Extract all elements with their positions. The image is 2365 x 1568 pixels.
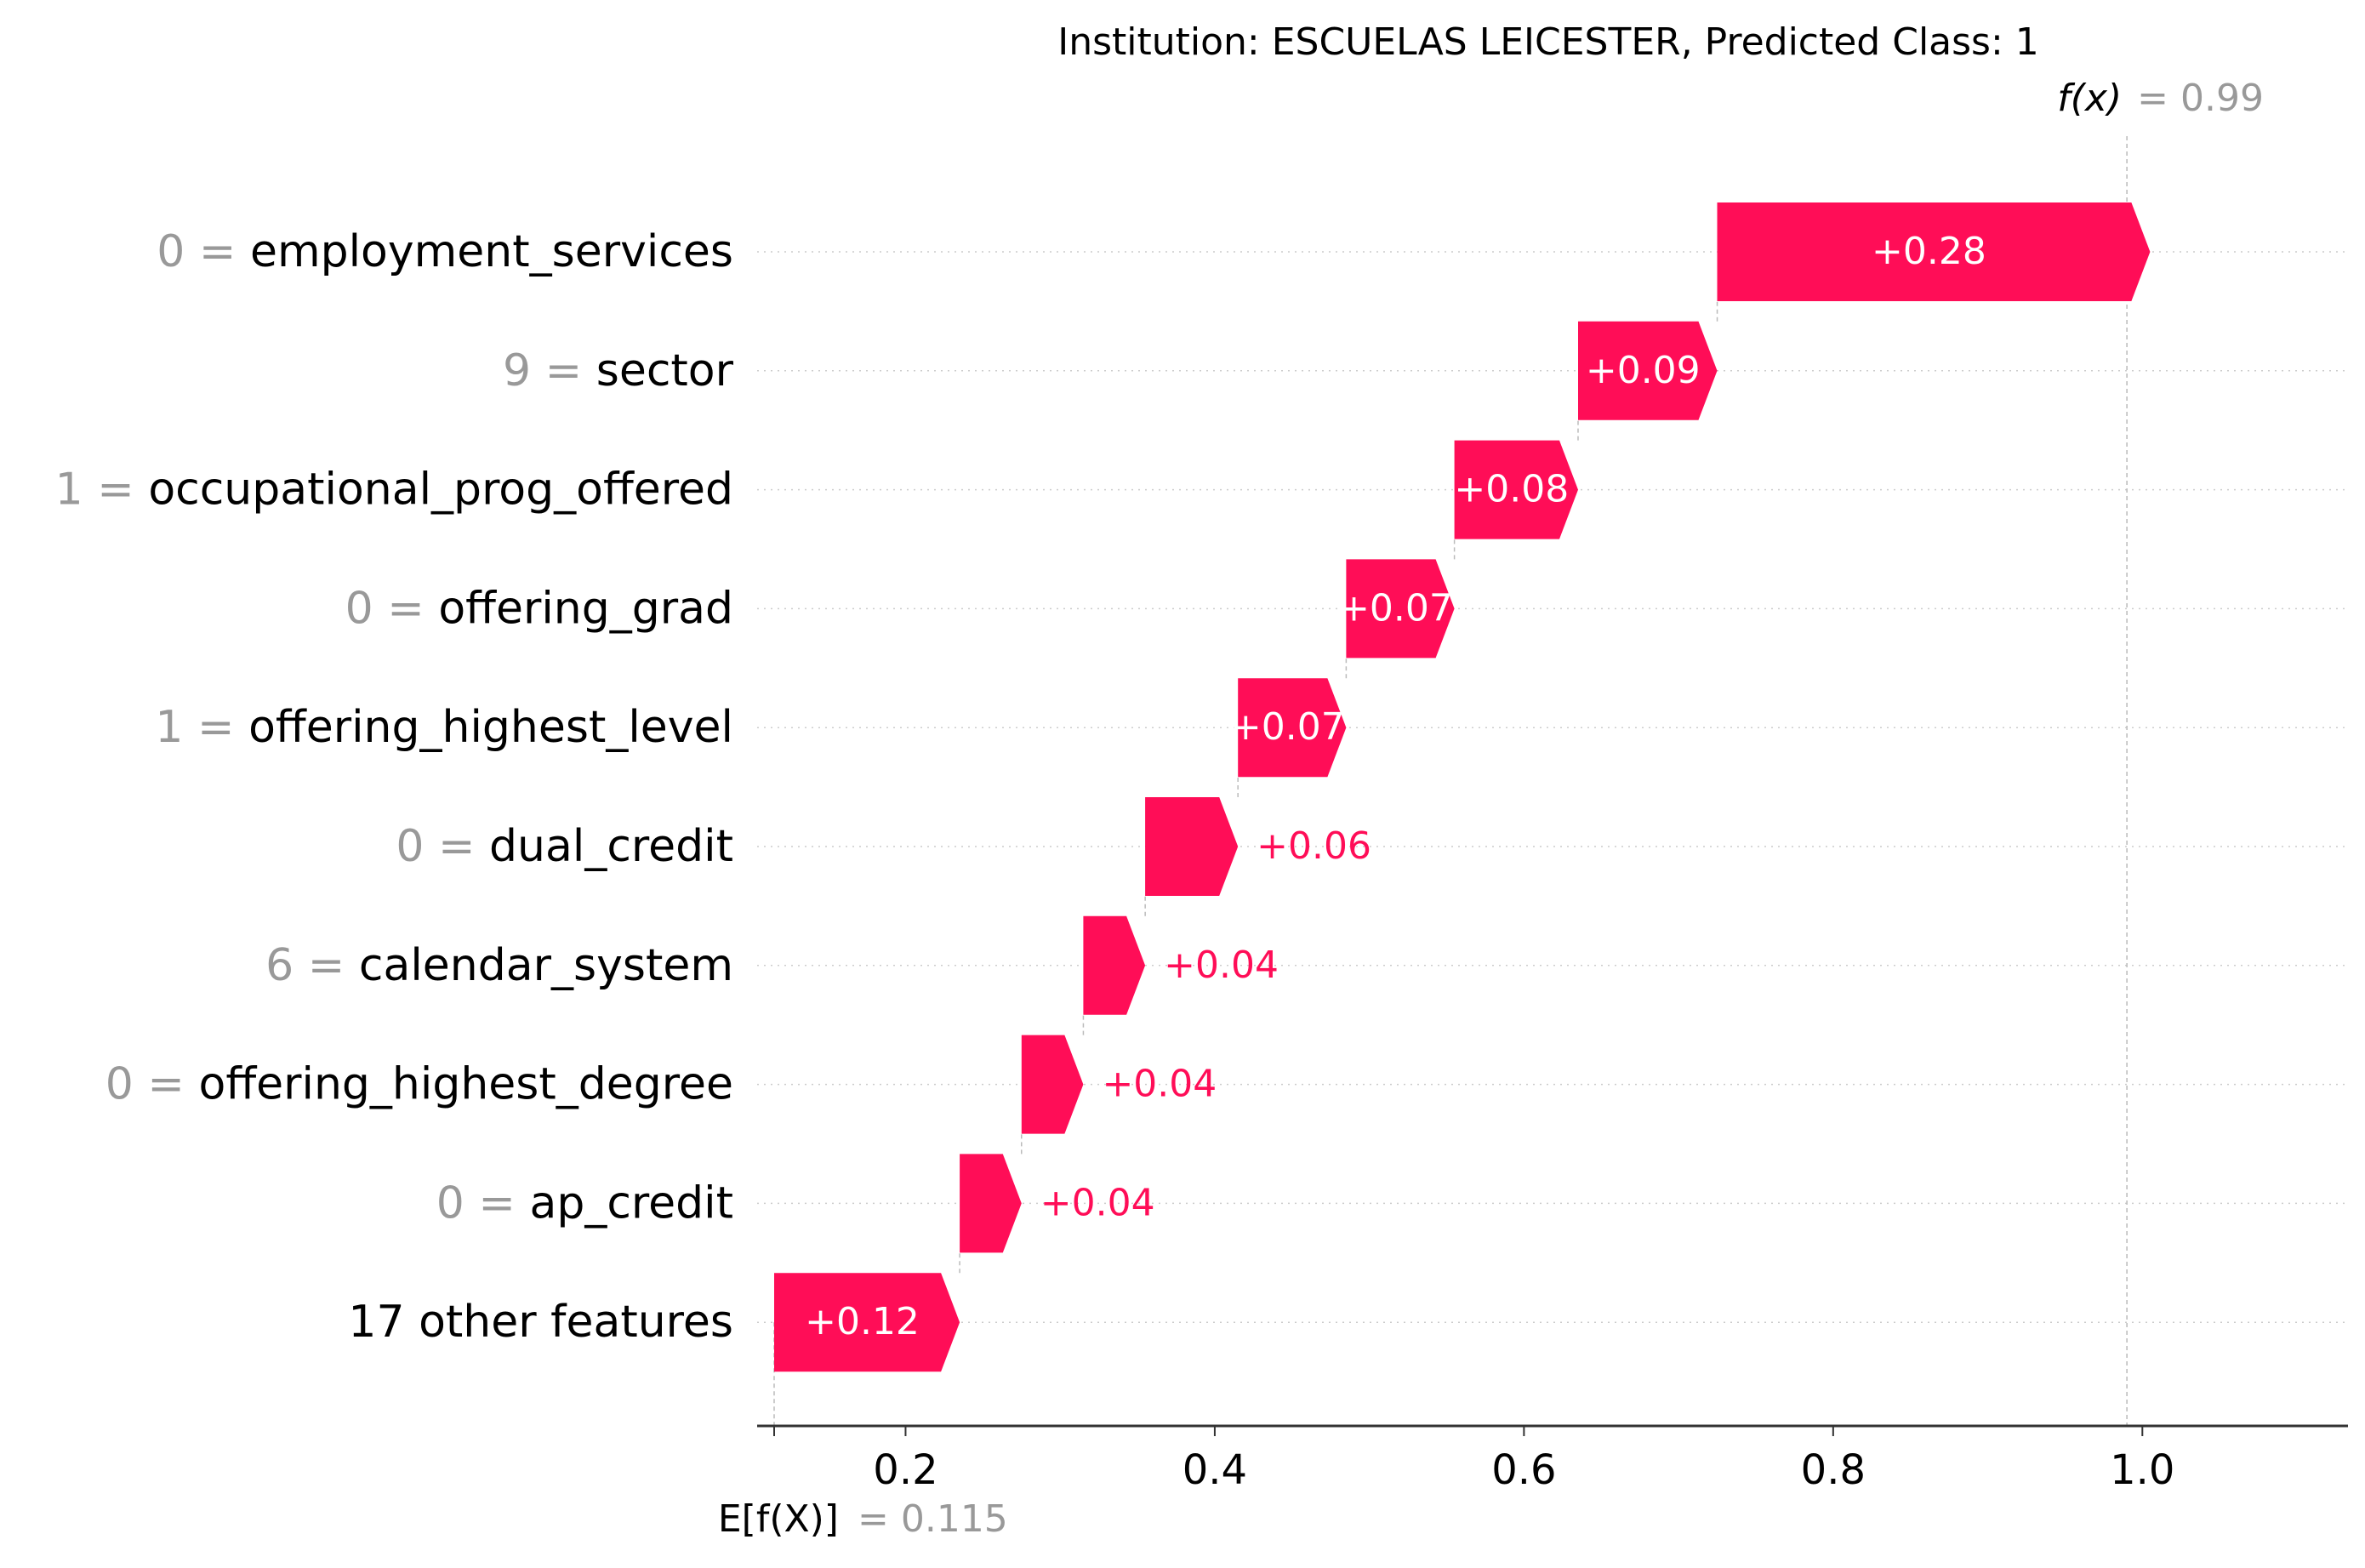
output-value: = 0.99	[2137, 77, 2264, 120]
bar-value-label: +0.28	[1872, 230, 1986, 273]
feature-value: 1 =	[55, 465, 149, 516]
feature-name: dual_credit	[489, 821, 733, 872]
feature-value: 9 =	[503, 345, 596, 396]
feature-name: sector	[596, 345, 734, 396]
bar-sector	[1578, 321, 1718, 420]
feature-label: 0 = ap_credit	[436, 1177, 733, 1229]
feature-name: 17 other features	[348, 1297, 733, 1348]
feature-label: 0 = offering_highest_degree	[105, 1059, 733, 1110]
bar-value-label: +0.04	[1164, 944, 1279, 987]
feature-name: occupational_prog_offered	[148, 465, 733, 516]
bar-offering-highest-level	[1238, 678, 1347, 778]
x-axis: 0.2 0.4 0.6 0.8 1.0	[757, 1424, 2348, 1494]
feature-label: 0 = offering_grad	[345, 583, 733, 634]
bar-value-label: +0.07	[1338, 586, 1453, 630]
bar-value-label: +0.08	[1454, 468, 1569, 511]
x-tick-label: 1.0	[2110, 1446, 2174, 1494]
feature-value: 0 =	[345, 583, 439, 634]
bar-value-label: +0.06	[1257, 824, 1371, 868]
feature-label: 9 = sector	[503, 345, 734, 396]
feature-label: 6 = calendar_system	[265, 940, 733, 991]
bar-occupational-prog-offered	[1454, 440, 1578, 539]
feature-name: offering_grad	[438, 583, 733, 634]
x-tick-label: 0.8	[1801, 1446, 1866, 1494]
feature-value: 0 =	[105, 1059, 199, 1110]
feature-value: 1 =	[155, 702, 248, 753]
feature-value: 0 =	[157, 226, 250, 277]
x-tick-label: 0.6	[1491, 1446, 1556, 1494]
feature-name: employment_services	[250, 226, 733, 277]
bar-value-label: +0.04	[1040, 1181, 1155, 1224]
bar-value-label: +0.12	[805, 1300, 920, 1343]
base-value-annotation: E[f(X)] = 0.115	[718, 1497, 1008, 1541]
bar-employment-services	[1717, 202, 2151, 301]
bar-value-label: +0.07	[1230, 705, 1345, 749]
feature-value: 6 =	[265, 940, 359, 991]
bar-ap-credit	[960, 1154, 1022, 1253]
output-label: f(x)	[2057, 77, 2122, 120]
feature-name: offering_highest_level	[248, 702, 733, 753]
bar-value-label: +0.04	[1102, 1063, 1217, 1106]
feature-label: 1 = occupational_prog_offered	[55, 465, 733, 516]
feature-label: 0 = dual_credit	[396, 821, 733, 872]
output-value-annotation: f(x) = 0.99	[2057, 77, 2264, 120]
feature-value: 0 =	[396, 821, 489, 872]
x-tick-label: 0.4	[1182, 1446, 1247, 1494]
bar-calendar-system	[1083, 915, 1146, 1015]
feature-label: 0 = employment_services	[157, 226, 733, 277]
base-value: = 0.115	[858, 1497, 1008, 1541]
feature-name: offering_highest_degree	[199, 1059, 734, 1110]
feature-name: ap_credit	[529, 1177, 733, 1229]
bar-17-other-features	[774, 1273, 960, 1372]
bar-layer: +0.28 +0.09 +0.08 +0.07 +0.07 +0.06 +0.04 +0.04…	[774, 202, 2151, 1372]
chart-title: Institution: ESCUELAS LEICESTER, Predict…	[1057, 20, 2039, 64]
base-label: E[f(X)]	[718, 1497, 839, 1541]
bar-offering-highest-degree	[1021, 1035, 1084, 1134]
x-tick-label: 0.2	[873, 1446, 937, 1494]
feature-name: calendar_system	[359, 940, 733, 991]
x-tick-layer: 0.2 0.4 0.6 0.8 1.0	[772, 1426, 2174, 1494]
feature-value: 0 =	[436, 1177, 530, 1229]
feature-label: 17 other features	[348, 1297, 733, 1348]
bar-dual-credit	[1145, 797, 1239, 896]
bar-value-label: +0.09	[1586, 349, 1701, 392]
bar-offering-grad	[1346, 559, 1455, 659]
feature-label: 1 = offering_highest_level	[155, 702, 733, 753]
feature-label-layer: 0 = employment_services 9 = sector 1 = occ…	[55, 226, 734, 1348]
connector-layer	[773, 136, 2128, 1426]
